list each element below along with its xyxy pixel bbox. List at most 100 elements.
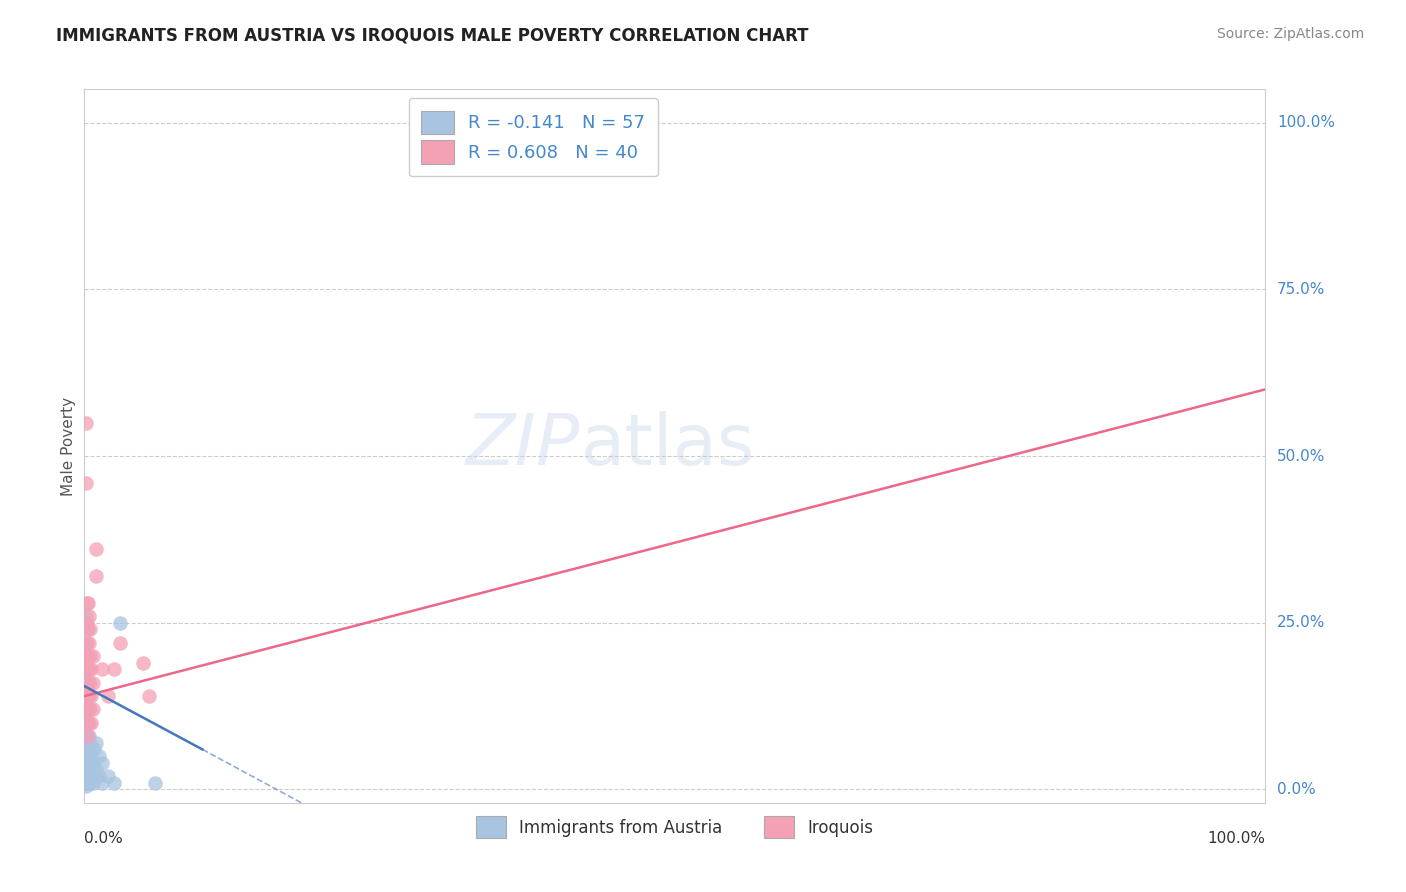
- Point: [80, 662, 103, 676]
- Point: [84, 569, 107, 583]
- Point: [77, 749, 100, 764]
- Point: [75, 763, 97, 777]
- Point: [75, 649, 97, 664]
- Y-axis label: Male Poverty: Male Poverty: [60, 396, 76, 496]
- Point: [75, 662, 97, 676]
- Text: 100.0%: 100.0%: [1208, 831, 1265, 847]
- Point: [75, 742, 97, 756]
- Point: [76, 715, 98, 730]
- Point: [75, 475, 97, 490]
- Point: [80, 715, 103, 730]
- Point: [138, 689, 160, 703]
- Point: [77, 776, 100, 790]
- Point: [76, 662, 98, 676]
- Point: [76, 662, 98, 676]
- Point: [77, 596, 100, 610]
- Point: [77, 729, 100, 743]
- Point: [75, 675, 97, 690]
- Point: [76, 689, 98, 703]
- Point: [79, 675, 101, 690]
- Point: [79, 702, 101, 716]
- Text: 0.0%: 0.0%: [84, 831, 124, 847]
- Point: [77, 769, 100, 783]
- Point: [76, 702, 98, 716]
- Point: [75, 649, 97, 664]
- Point: [76, 596, 98, 610]
- Point: [76, 615, 98, 630]
- Point: [97, 769, 120, 783]
- Point: [91, 662, 114, 676]
- Point: [80, 689, 103, 703]
- Point: [76, 675, 98, 690]
- Point: [83, 742, 105, 756]
- Point: [75, 779, 97, 793]
- Point: [80, 749, 103, 764]
- Point: [75, 636, 97, 650]
- Point: [87, 749, 110, 764]
- Point: [82, 702, 104, 716]
- Point: [77, 675, 100, 690]
- Point: [143, 776, 166, 790]
- Point: [77, 763, 100, 777]
- Point: [82, 675, 104, 690]
- Point: [77, 662, 100, 676]
- Point: [75, 662, 97, 676]
- Point: [75, 715, 97, 730]
- Point: [76, 769, 98, 783]
- Point: [75, 689, 97, 703]
- Point: [77, 736, 100, 750]
- Point: [75, 729, 97, 743]
- Point: [75, 769, 97, 783]
- Point: [108, 615, 131, 630]
- Point: [77, 649, 100, 664]
- Point: [82, 776, 104, 790]
- Point: [76, 776, 98, 790]
- Point: [82, 649, 104, 664]
- Point: [75, 702, 97, 716]
- Point: [84, 736, 107, 750]
- Point: [87, 769, 110, 783]
- Point: [77, 623, 100, 637]
- Point: [132, 656, 155, 670]
- Point: [75, 682, 97, 697]
- Point: [97, 689, 120, 703]
- Point: [76, 729, 98, 743]
- Text: atlas: atlas: [581, 411, 755, 481]
- Point: [76, 636, 98, 650]
- Point: [75, 772, 97, 787]
- Text: IMMIGRANTS FROM AUSTRIA VS IROQUOIS MALE POVERTY CORRELATION CHART: IMMIGRANTS FROM AUSTRIA VS IROQUOIS MALE…: [56, 27, 808, 45]
- Point: [82, 756, 104, 770]
- Point: [75, 702, 97, 716]
- Point: [79, 736, 101, 750]
- Point: [77, 636, 100, 650]
- Point: [76, 715, 98, 730]
- Point: [79, 776, 101, 790]
- Text: 100.0%: 100.0%: [1277, 115, 1336, 130]
- Point: [76, 689, 98, 703]
- Legend: Immigrants from Austria, Iroquois: Immigrants from Austria, Iroquois: [470, 810, 880, 845]
- Text: Source: ZipAtlas.com: Source: ZipAtlas.com: [1216, 27, 1364, 41]
- Text: 0.0%: 0.0%: [1277, 782, 1316, 797]
- Text: 50.0%: 50.0%: [1277, 449, 1326, 464]
- Point: [75, 756, 97, 770]
- Point: [77, 729, 100, 743]
- Point: [77, 702, 100, 716]
- Point: [77, 609, 100, 624]
- Text: ZIP: ZIP: [465, 411, 581, 481]
- Point: [77, 702, 100, 716]
- Point: [77, 715, 100, 730]
- Point: [75, 416, 97, 430]
- Point: [76, 623, 98, 637]
- Point: [84, 542, 107, 557]
- Point: [91, 776, 114, 790]
- Point: [75, 609, 97, 624]
- Point: [103, 662, 125, 676]
- Point: [84, 763, 107, 777]
- Point: [83, 769, 105, 783]
- Point: [103, 776, 125, 790]
- Point: [79, 623, 101, 637]
- Point: [77, 749, 100, 764]
- Point: [79, 649, 101, 664]
- Text: 25.0%: 25.0%: [1277, 615, 1326, 631]
- Point: [77, 715, 100, 730]
